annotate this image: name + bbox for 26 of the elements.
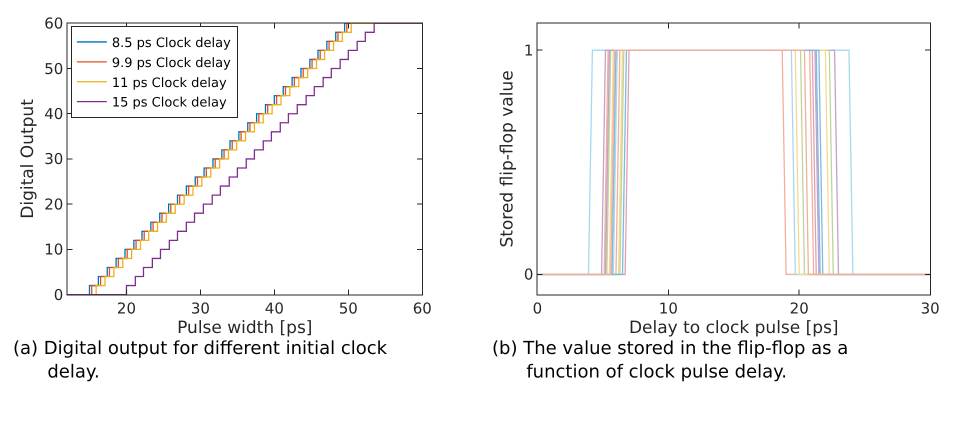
y-tick-label: 1 [524,41,534,60]
legend-label: 9.9 ps Clock delay [112,56,232,71]
y-tick-label: 0 [54,286,64,304]
legend-label: 15 ps Clock delay [112,96,227,111]
legend-label: 11 ps Clock delay [112,76,227,91]
legend-label: 8.5 ps Clock delay [112,36,232,52]
y-tick-label: 60 [44,14,64,33]
y-tick-label: 20 [44,195,64,214]
x-tick-label: 40 [264,300,284,318]
y-axis-title: Digital Output [18,98,38,219]
x-tick-label: 20 [790,300,809,318]
y-tick-label: 10 [44,240,64,259]
x-tick-label: 30 [190,300,210,318]
y-tick-label: 50 [44,60,64,78]
x-tick-label: 30 [920,300,940,318]
text: (a) Digital output for different initial clock delay. [13,338,388,382]
y-tick-label: 40 [44,104,64,123]
y-tick-label: 30 [44,150,64,168]
x-axis-title: Pulse width [ps] [177,318,312,338]
x-tick-label: 10 [658,300,678,318]
x-tick-label: 60 [412,300,432,318]
x-tick-label: 20 [116,300,136,318]
x-axis-title: Delay to clock pulse [ps] [628,318,839,338]
y-axis-title: Stored flip-flop value [497,70,518,248]
text: (b) The value stored in the flip-flop as a function of clock pulse delay. [492,338,848,382]
x-tick-label: 50 [338,300,358,318]
